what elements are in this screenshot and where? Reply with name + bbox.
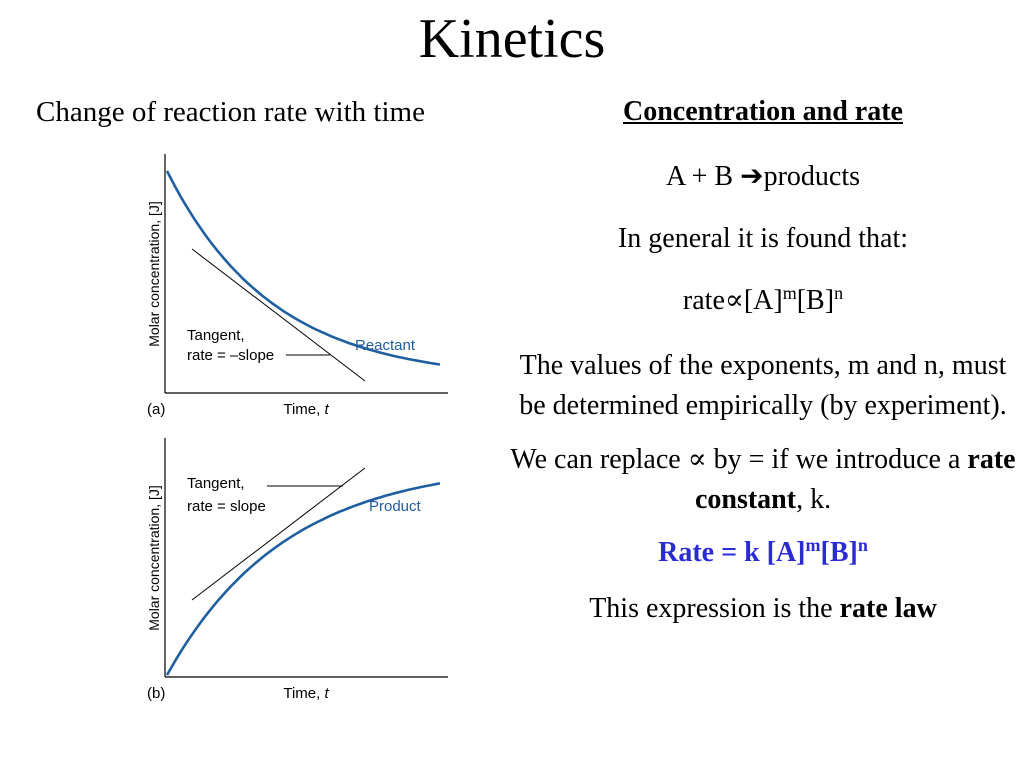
- y-axis-label: Molar concentration, [J]: [146, 201, 162, 347]
- x-axis-label: Time, t: [283, 401, 329, 418]
- series-label-reactant: Reactant: [355, 337, 416, 354]
- rate-law-statement: This expression is the rate law: [589, 593, 937, 624]
- product-curve: [165, 482, 441, 676]
- slide-title: Kinetics: [418, 8, 606, 70]
- series-label-product: Product: [369, 498, 422, 515]
- replace-note: We can replace ∝ by = if we introduce a …: [510, 444, 1016, 515]
- rate-law-equation: Rate = k [A]m[B]n: [658, 535, 868, 568]
- arrow-icon: ➔: [740, 161, 764, 192]
- product-chart: Tangent, rate = slope Product Molar conc…: [146, 438, 448, 702]
- panel-label: (b): [147, 685, 165, 702]
- x-axis-label: Time, t: [283, 685, 329, 702]
- tangent-label: Tangent,: [187, 475, 245, 492]
- right-column: Concentration and rate A + B ➔products I…: [510, 94, 1016, 626]
- left-subtitle: Change of reaction rate with time: [36, 96, 425, 128]
- proportional-symbol: ∝: [724, 285, 744, 316]
- proportionality-expression: rate∝[A]m[B]n: [682, 283, 844, 316]
- y-axis-label: Molar concentration, [J]: [146, 485, 162, 631]
- tangent-rate-label: rate = –slope: [187, 347, 274, 364]
- tangent-rate-label: rate = slope: [187, 498, 266, 515]
- tangent-line: [191, 248, 366, 382]
- concentration-heading: Concentration and rate: [623, 96, 903, 127]
- exponents-note: The values of the exponents, m and n, mu…: [519, 350, 1007, 421]
- reactant-curve: [165, 170, 441, 366]
- general-statement: In general it is found that:: [617, 223, 909, 254]
- reaction-equation: A + B ➔products: [665, 161, 861, 192]
- tangent-line: [191, 467, 366, 601]
- reactant-chart: Tangent, rate = –slope Reactant Molar co…: [146, 154, 448, 418]
- panel-label: (a): [147, 401, 165, 418]
- tangent-label: Tangent,: [187, 327, 245, 344]
